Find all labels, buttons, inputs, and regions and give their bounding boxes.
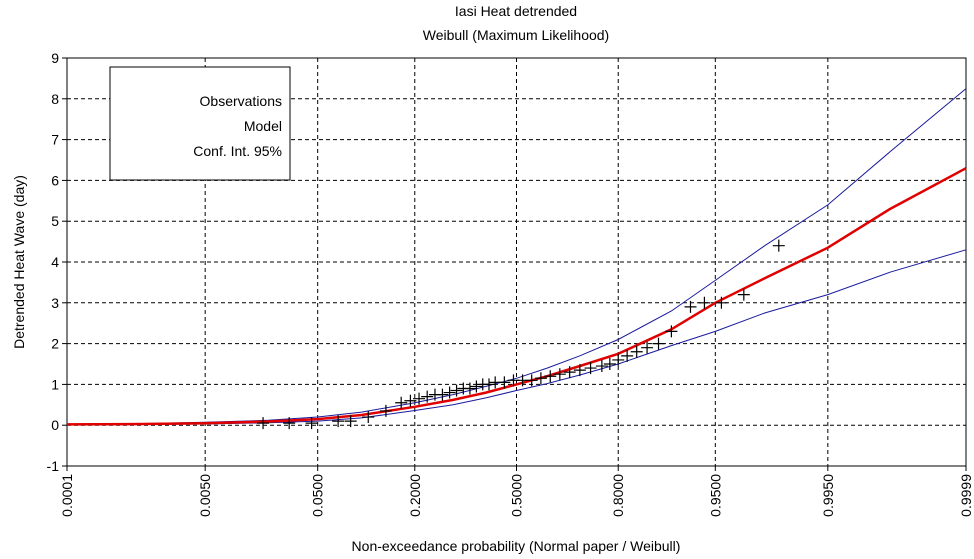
observation — [715, 296, 728, 309]
y-tick-label: 8 — [51, 91, 59, 107]
observation — [413, 392, 426, 405]
x-tick-label: 0.9999 — [958, 474, 974, 517]
observation — [362, 411, 375, 424]
observation — [684, 300, 697, 313]
observation — [482, 378, 495, 391]
x-tick-label: 0.0050 — [197, 474, 213, 517]
observation — [421, 390, 434, 403]
chart-title: Iasi Heat detrended — [455, 3, 577, 19]
observation — [436, 388, 449, 401]
observation — [257, 417, 270, 430]
y-axis-label: Detrended Heat Wave (day) — [11, 175, 27, 349]
x-tick-label: 0.5000 — [509, 474, 525, 517]
x-tick-label: 0.0001 — [59, 474, 75, 517]
observation — [698, 296, 711, 309]
x-axis-label: Non-exceedance probability (Normal paper… — [352, 538, 681, 554]
observation — [534, 372, 547, 385]
legend-entry: Conf. Int. 95% — [193, 143, 282, 159]
observation — [332, 415, 345, 428]
observation — [621, 349, 634, 362]
x-tick-label: 0.8000 — [610, 474, 626, 517]
observation — [443, 386, 456, 399]
observation — [553, 368, 566, 381]
chart-subtitle: Weibull (Maximum Likelihood) — [423, 27, 609, 43]
observation — [404, 394, 417, 407]
y-tick-label: 2 — [51, 336, 59, 352]
y-tick-label: 3 — [51, 295, 59, 311]
observation — [573, 364, 586, 377]
legend-box — [109, 66, 291, 181]
y-tick-label: 1 — [51, 376, 59, 392]
observation — [665, 325, 678, 338]
observation — [525, 374, 538, 387]
y-tick-label: 5 — [51, 213, 59, 229]
observation — [305, 417, 318, 430]
y-tick-label: 9 — [51, 50, 59, 66]
observation — [737, 288, 750, 301]
y-tick-label: 7 — [51, 132, 59, 148]
x-tick-label: 0.9500 — [707, 474, 723, 517]
observation — [595, 360, 608, 373]
y-tick-label: 6 — [51, 172, 59, 188]
model-line — [66, 167, 967, 426]
observation — [603, 358, 616, 370]
x-tick-label: 0.2000 — [407, 474, 423, 517]
observation — [563, 366, 576, 379]
observation — [450, 384, 463, 397]
observation — [395, 396, 408, 409]
observation — [612, 353, 625, 366]
y-tick-label: -1 — [47, 458, 60, 474]
plot-frame — [66, 57, 967, 467]
observation — [379, 404, 392, 417]
observation — [498, 376, 511, 389]
y-tick-label: 4 — [51, 254, 59, 270]
x-tick-label: 0.9950 — [820, 474, 836, 517]
observation — [584, 362, 597, 375]
y-tick-label: 0 — [51, 417, 59, 433]
observation — [344, 415, 357, 428]
observation — [630, 345, 643, 358]
observation — [641, 341, 654, 354]
x-tick-label: 0.0500 — [310, 474, 326, 517]
legend-entry: Model — [244, 118, 282, 134]
legend-entry: Observations — [200, 93, 282, 109]
observation — [470, 380, 483, 393]
observation — [652, 337, 665, 350]
observation — [772, 239, 785, 252]
observation — [544, 370, 557, 383]
observation — [463, 382, 476, 395]
observation — [283, 417, 296, 430]
